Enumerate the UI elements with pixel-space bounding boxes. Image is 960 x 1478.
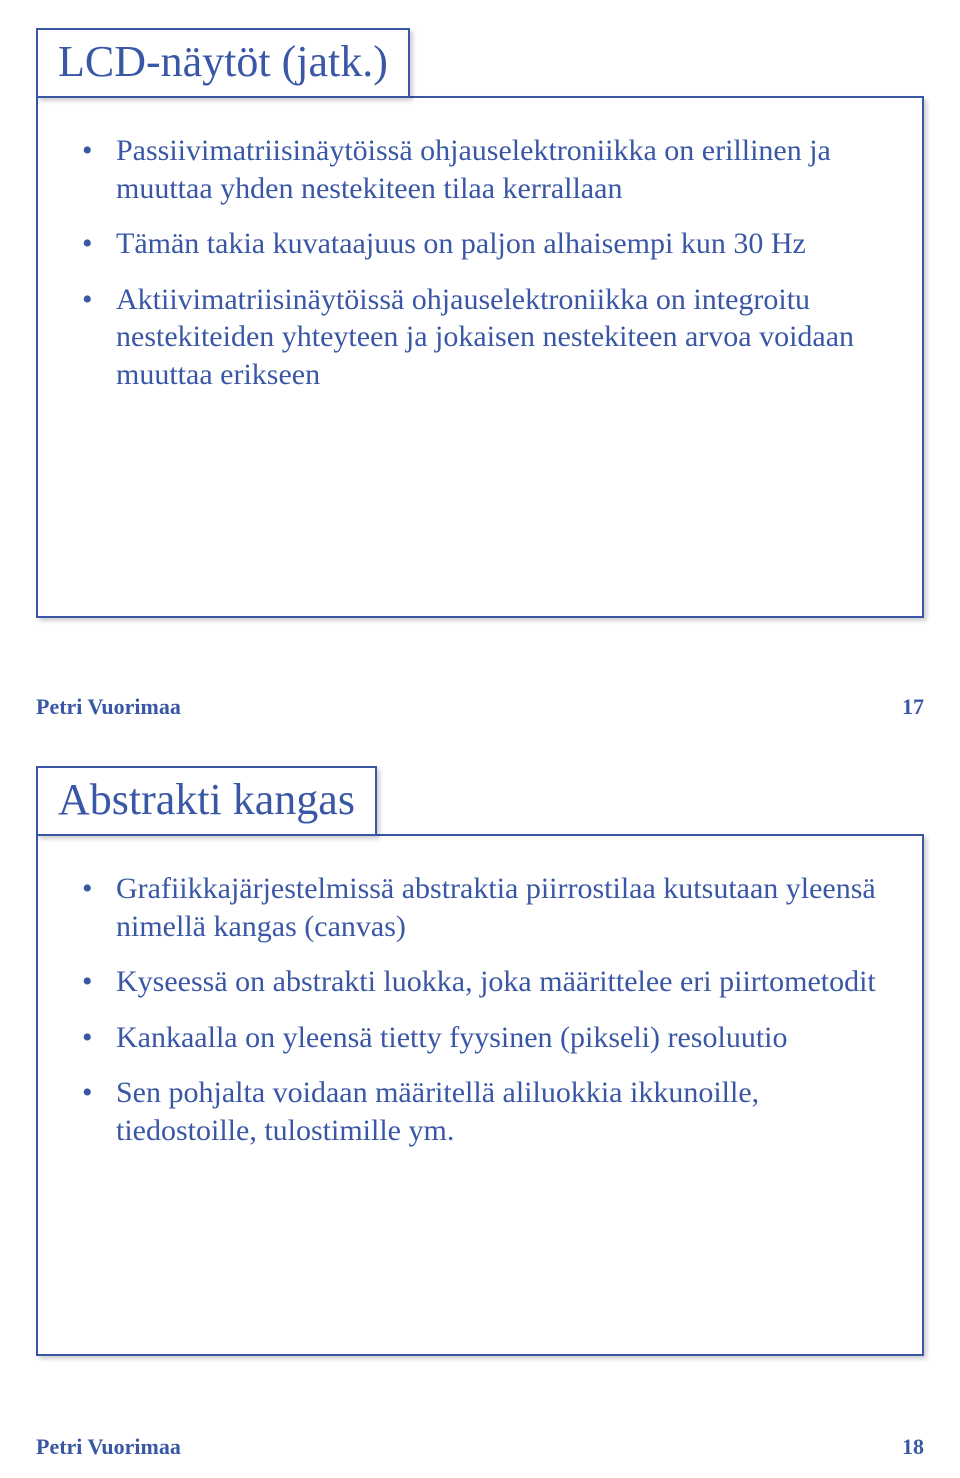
footer-page: 18 <box>902 1434 924 1460</box>
slide-title-box: Abstrakti kangas <box>36 766 377 836</box>
bullet-item: Kankaalla on yleensä tietty fyysinen (pi… <box>110 1019 894 1057</box>
bullet-item: Passiivimatriisinäytöissä ohjauselektron… <box>110 132 894 207</box>
slide-content-box: Passiivimatriisinäytöissä ohjauselektron… <box>36 96 924 618</box>
slide-title: Abstrakti kangas <box>58 775 355 824</box>
footer-author: Petri Vuorimaa <box>36 694 181 720</box>
slide-2: Abstrakti kangas Grafiikkajärjestelmissä… <box>0 738 960 1478</box>
slide-content-box: Grafiikkajärjestelmissä abstraktia piirr… <box>36 834 924 1356</box>
footer-author: Petri Vuorimaa <box>36 1434 181 1460</box>
bullet-item: Grafiikkajärjestelmissä abstraktia piirr… <box>110 870 894 945</box>
bullet-list: Passiivimatriisinäytöissä ohjauselektron… <box>74 132 894 393</box>
slide-footer: Petri Vuorimaa 17 <box>36 694 924 720</box>
slide-footer: Petri Vuorimaa 18 <box>36 1434 924 1460</box>
footer-page: 17 <box>902 694 924 720</box>
bullet-item: Sen pohjalta voidaan määritellä aliluokk… <box>110 1074 894 1149</box>
bullet-item: Kyseessä on abstrakti luokka, joka määri… <box>110 963 894 1001</box>
slide-1: LCD-näytöt (jatk.) Passiivimatriisinäytö… <box>0 0 960 738</box>
bullet-item: Tämän takia kuvataajuus on paljon alhais… <box>110 225 894 263</box>
slide-title-box: LCD-näytöt (jatk.) <box>36 28 410 98</box>
bullet-list: Grafiikkajärjestelmissä abstraktia piirr… <box>74 870 894 1149</box>
slide-title: LCD-näytöt (jatk.) <box>58 37 388 86</box>
bullet-item: Aktiivimatriisinäytöissä ohjauselektroni… <box>110 281 894 394</box>
